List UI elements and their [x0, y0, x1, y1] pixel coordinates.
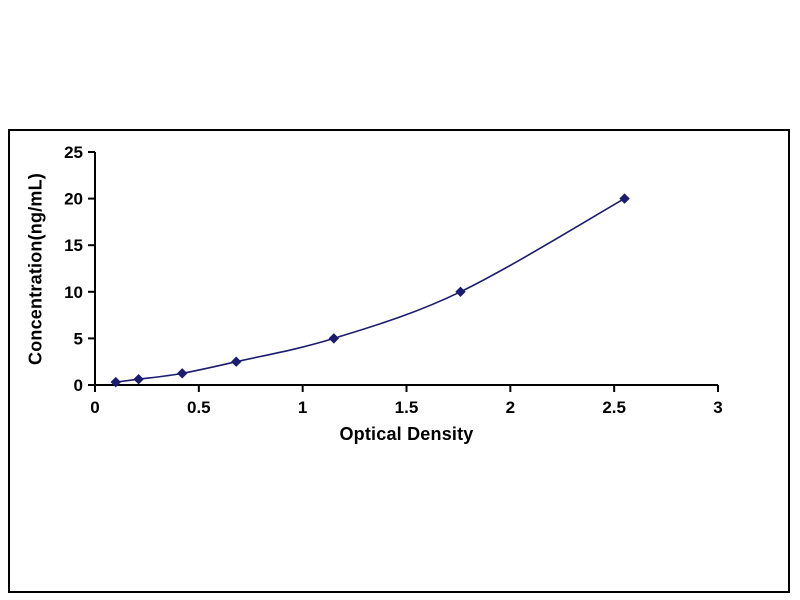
x-tick-label: 3: [713, 398, 722, 417]
x-tick-label: 2: [506, 398, 515, 417]
x-tick-label: 1: [298, 398, 307, 417]
standard-curve-line: [115, 197, 625, 383]
x-axis-label: Optical Density: [339, 424, 474, 444]
y-tick-label: 10: [64, 283, 83, 302]
x-tick-label: 2.5: [602, 398, 626, 417]
figure: 0 0.5 1 1.5 2 2.5 3 0 5 10 15 20 25 Optical Density …: [8, 129, 790, 593]
x-tick-label: 0: [90, 398, 99, 417]
data-point-marker: [133, 374, 144, 385]
y-tick-label: 15: [64, 236, 83, 255]
data-point-marker: [455, 286, 466, 298]
data-point-marker: [177, 368, 188, 379]
data-point-marker: [231, 356, 242, 367]
y-axis-label: Concentration(ng/mL): [25, 173, 46, 365]
chart-svg: 0 0.5 1 1.5 2 2.5 3 0 5 10 15 20 25: [64, 143, 723, 417]
data-point-marker: [619, 193, 630, 204]
x-tick-label: 1.5: [395, 398, 419, 417]
data-point-marker: [110, 376, 121, 388]
x-tick-label: 0.5: [187, 398, 211, 417]
y-tick-label: 25: [64, 143, 83, 162]
y-tick-label: 0: [74, 376, 83, 395]
y-tick-label: 5: [74, 329, 83, 348]
data-point-marker: [328, 333, 340, 344]
y-tick-label: 20: [64, 190, 83, 209]
